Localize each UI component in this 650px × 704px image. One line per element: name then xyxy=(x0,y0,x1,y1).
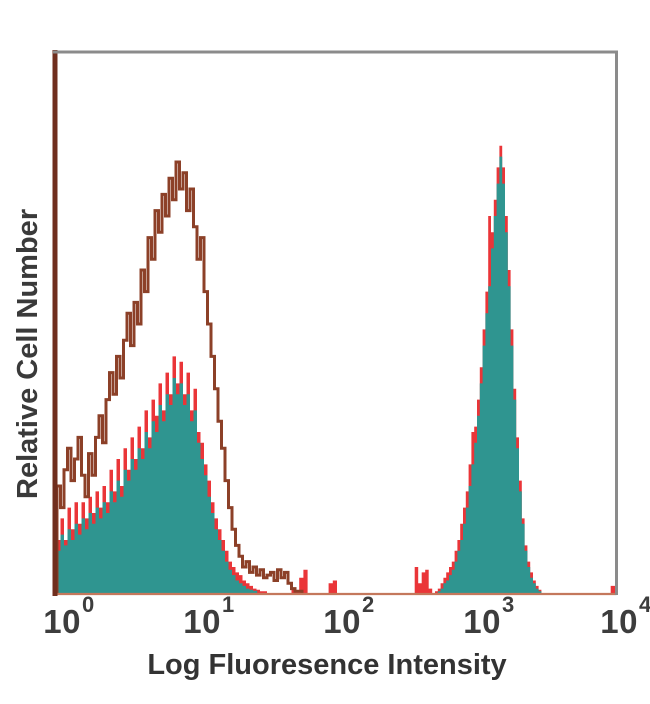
tick-exponent: 3 xyxy=(501,592,515,617)
x-tick-label-1e1: 101 xyxy=(183,592,234,641)
tick-exponent: 2 xyxy=(361,592,375,617)
tick-exponent: 1 xyxy=(221,592,235,617)
x-tick-label-1e2: 102 xyxy=(323,592,374,641)
tick-base: 10 xyxy=(183,603,221,640)
x-tick-label-1e4: 104 xyxy=(600,592,650,641)
tick-base: 10 xyxy=(600,603,638,640)
x-axis-title: Log Fluoresence Intensity xyxy=(147,649,507,681)
x-tick-label-1e3: 103 xyxy=(463,592,514,641)
series-stained-teal-fill xyxy=(57,156,542,594)
x-tick-label-1e0: 100 xyxy=(43,592,94,641)
tick-base: 10 xyxy=(43,603,81,640)
y-axis-title: Relative Cell Number xyxy=(12,208,44,499)
tick-exponent: 4 xyxy=(638,592,650,617)
tick-base: 10 xyxy=(323,603,361,640)
series-control-open-outline xyxy=(55,160,304,594)
tick-exponent: 0 xyxy=(81,592,95,617)
tick-base: 10 xyxy=(463,603,501,640)
